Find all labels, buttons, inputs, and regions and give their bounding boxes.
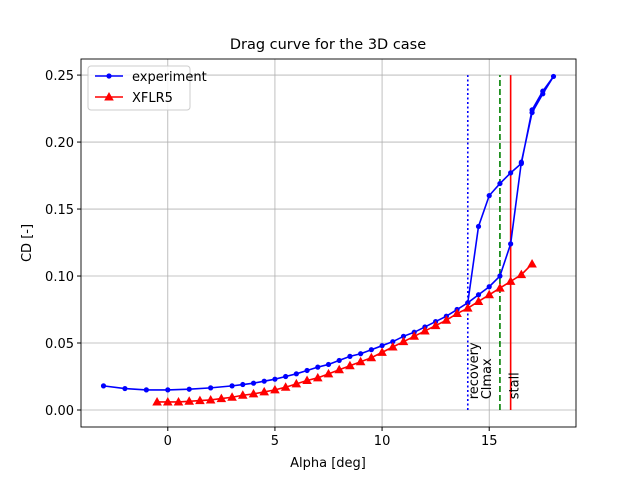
marker [240, 381, 246, 388]
legend-label: XFLR5 [132, 91, 173, 106]
marker [345, 360, 355, 370]
marker [227, 392, 237, 401]
marker [495, 283, 505, 292]
marker [208, 385, 214, 391]
marker [152, 396, 162, 406]
marker [302, 375, 312, 385]
legend-label: experiment [132, 70, 207, 85]
marker [323, 368, 334, 378]
marker [250, 380, 257, 386]
y-tick-label: 0.20 [45, 136, 74, 151]
marker [304, 367, 310, 374]
marker [261, 378, 267, 384]
marker [441, 315, 452, 324]
marker [291, 378, 302, 388]
marker [516, 269, 527, 279]
marker [475, 223, 482, 230]
marker [465, 300, 471, 306]
y-axis-label: CD [-] [20, 224, 35, 262]
marker [550, 73, 557, 80]
marker [229, 383, 235, 389]
marker [379, 343, 385, 349]
vertical-line-label: stall [508, 372, 523, 399]
marker [486, 193, 492, 199]
marker [237, 390, 248, 399]
x-tick-label: 15 [481, 434, 498, 449]
marker [186, 386, 192, 392]
y-tick-label: 0.00 [45, 404, 74, 419]
marker [293, 371, 299, 377]
marker [162, 396, 173, 406]
marker [475, 292, 482, 298]
legend-marker [104, 92, 114, 101]
marker [355, 356, 366, 366]
marker [462, 303, 473, 312]
marker [347, 353, 353, 360]
x-tick-label: 0 [164, 434, 172, 449]
vertical-line-label: recovery [467, 342, 482, 399]
marker [272, 376, 278, 382]
marker [248, 388, 259, 398]
marker [216, 393, 227, 403]
marker [280, 382, 291, 391]
marker [398, 336, 409, 346]
marker [315, 364, 321, 370]
y-tick-label: 0.10 [45, 270, 74, 285]
marker [486, 284, 492, 290]
x-tick-label: 5 [271, 434, 279, 449]
marker [366, 352, 377, 362]
marker [368, 347, 374, 353]
marker [205, 394, 216, 404]
marker [283, 373, 289, 380]
marker [325, 361, 332, 368]
marker [334, 364, 345, 374]
marker [312, 372, 323, 382]
legend-box [87, 65, 191, 111]
marker [529, 109, 535, 116]
marker [122, 385, 128, 392]
marker [195, 395, 205, 405]
y-tick-label: 0.05 [45, 337, 74, 352]
marker [336, 357, 342, 364]
marker [387, 342, 398, 351]
marker [390, 339, 396, 345]
marker [518, 159, 524, 165]
marker [358, 351, 364, 357]
marker [452, 308, 462, 318]
marker [409, 331, 420, 340]
marker [505, 276, 516, 285]
marker [100, 383, 107, 389]
marker [173, 396, 184, 406]
y-tick-label: 0.15 [45, 203, 74, 218]
marker [259, 386, 270, 396]
y-tick-label: 0.25 [45, 69, 74, 84]
marker [473, 296, 484, 305]
marker [184, 396, 195, 405]
marker [527, 258, 537, 268]
x-tick-label: 10 [374, 434, 391, 449]
marker [484, 289, 495, 299]
marker [377, 347, 387, 356]
legend-marker [106, 73, 112, 79]
marker [165, 387, 171, 393]
marker [420, 325, 430, 335]
vertical-line-label: Clmax [480, 358, 495, 399]
marker [508, 241, 514, 247]
chart-title: Drag curve for the 3D case [230, 37, 426, 53]
plot-frame [80, 58, 577, 428]
marker [430, 320, 441, 330]
marker [497, 273, 503, 279]
marker [143, 387, 149, 393]
marker [270, 384, 280, 394]
marker [540, 91, 546, 97]
marker [508, 170, 514, 176]
marker [497, 180, 503, 187]
marker [400, 333, 407, 339]
x-axis-label: Alpha [deg] [290, 456, 366, 471]
